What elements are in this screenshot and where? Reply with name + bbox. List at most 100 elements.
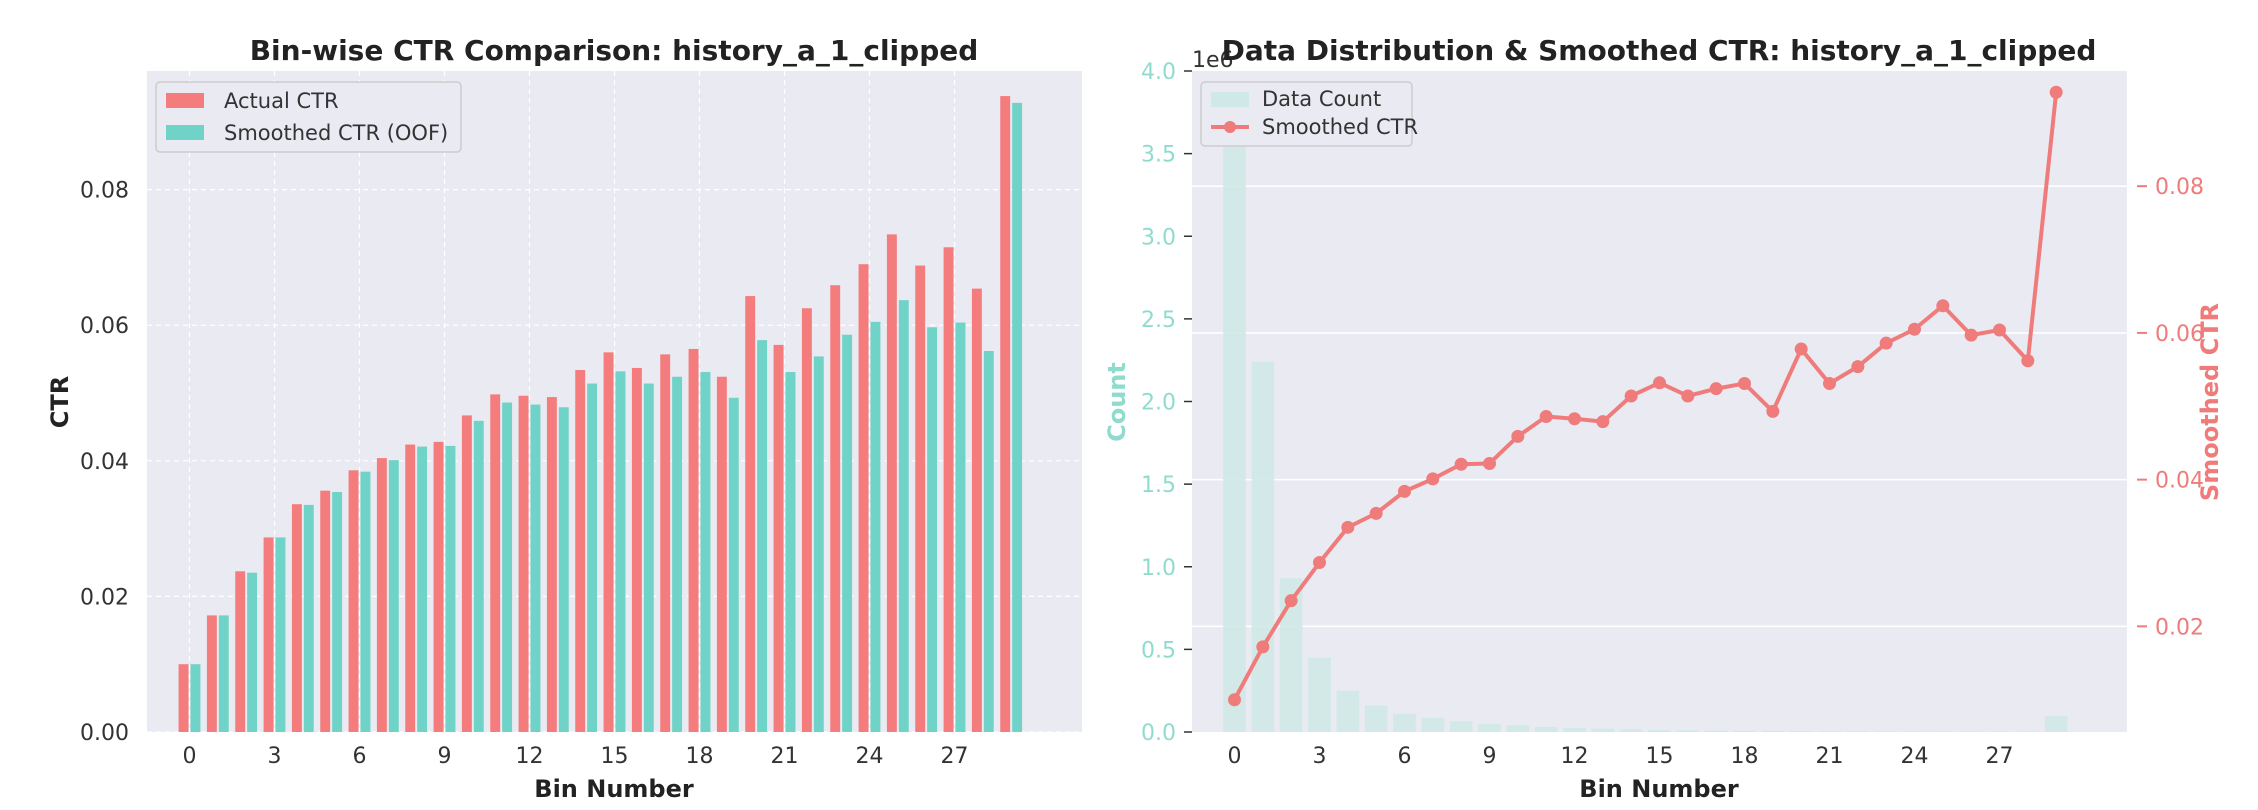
legend-swatch-smoothed-ctr-oof <box>166 125 204 140</box>
actual-ctr-bar <box>547 397 557 732</box>
smoothed-ctr-point <box>1285 594 1298 607</box>
left-y-tick-label: 0.04 <box>80 450 129 475</box>
smoothed-ctr-point <box>1653 376 1666 389</box>
smoothed-ctr-point <box>2021 354 2034 367</box>
data-count-bar <box>1507 725 1530 732</box>
right-chart: 0.00.51.01.52.02.53.03.54.0 0.020.040.06… <box>1103 34 2224 803</box>
smoothed-ctr-point <box>1511 430 1524 443</box>
actual-ctr-bar <box>774 345 784 732</box>
smoothed-ctr-point <box>1568 412 1581 425</box>
smoothed-ctr-oof-bar <box>304 505 314 732</box>
left-x-tick-label: 12 <box>516 744 544 769</box>
data-count-bar <box>1847 731 1870 732</box>
legend-label-smoothed-ctr-oof: Smoothed CTR (OOF) <box>224 121 448 145</box>
data-count-bar <box>1223 88 1246 732</box>
left-y-tick-label: 0.06 <box>80 314 129 339</box>
left-x-tick-label: 9 <box>438 744 452 769</box>
actual-ctr-bar <box>264 537 274 732</box>
left-legend: Actual CTR Smoothed CTR (OOF) <box>156 82 461 152</box>
right-x-tick-label: 0 <box>1228 744 1242 769</box>
smoothed-ctr-oof-bar <box>332 492 342 732</box>
data-count-bar <box>1450 721 1473 732</box>
actual-ctr-bar <box>490 394 500 732</box>
smoothed-ctr-oof-bar <box>446 446 456 732</box>
actual-ctr-bar <box>745 296 755 732</box>
count-axis-tick-label: 4.0 <box>1141 60 1176 85</box>
actual-ctr-bar <box>717 377 727 732</box>
count-axis-tick-label: 2.0 <box>1141 391 1176 416</box>
data-count-bar <box>1337 691 1360 732</box>
left-x-tick-label: 3 <box>268 744 282 769</box>
data-count-bar <box>1677 730 1700 732</box>
actual-ctr-bar <box>462 415 472 732</box>
legend-label-data-count: Data Count <box>1262 87 1381 111</box>
smoothed-ctr-oof-bar <box>814 356 824 732</box>
left-x-tick-label: 6 <box>353 744 367 769</box>
legend-swatch-data-count <box>1211 92 1249 107</box>
smoothed-ctr-oof-bar <box>531 405 541 732</box>
actual-ctr-bar <box>859 264 869 732</box>
right-right-y-ticks: 0.020.040.060.08 <box>2137 175 2204 640</box>
smoothed-ctr-point <box>1681 389 1694 402</box>
smoothed-ctr-oof-bar <box>474 421 484 732</box>
count-axis-tick-label: 3.5 <box>1141 143 1176 168</box>
count-axis-tick-label: 3.0 <box>1141 225 1176 250</box>
actual-ctr-bar <box>292 504 302 732</box>
legend-label-smoothed-ctr: Smoothed CTR <box>1262 115 1418 139</box>
smoothed-ctr-point <box>2050 86 2063 99</box>
data-count-bar <box>1535 727 1558 732</box>
actual-ctr-bar <box>972 289 982 732</box>
smoothed-ctr-point <box>1455 458 1468 471</box>
smoothed-ctr-point <box>1823 377 1836 390</box>
left-y-tick-label: 0.00 <box>80 721 129 746</box>
right-legend: Data Count Smoothed CTR <box>1201 82 1418 146</box>
smoothed-ctr-oof-bar <box>871 322 881 732</box>
smoothed-ctr-point <box>1936 299 1949 312</box>
right-x-axis-label: Bin Number <box>1579 775 1739 803</box>
data-count-bar <box>1903 731 1926 732</box>
right-x-tick-label: 18 <box>1731 744 1759 769</box>
smoothed-ctr-point <box>1965 329 1978 342</box>
legend-marker-smoothed-ctr <box>1224 121 1236 133</box>
data-count-bar <box>2045 716 2068 732</box>
data-count-bar <box>1648 730 1671 732</box>
smoothed-ctr-axis-tick-label: 0.08 <box>2155 175 2204 200</box>
count-axis-tick-label: 1.0 <box>1141 556 1176 581</box>
smoothed-ctr-point <box>1341 521 1354 534</box>
right-x-tick-label: 27 <box>1986 744 2014 769</box>
data-count-bar <box>1875 731 1898 732</box>
left-x-tick-label: 18 <box>686 744 714 769</box>
smoothed-ctr-point <box>1766 405 1779 418</box>
smoothed-ctr-point <box>1738 377 1751 390</box>
actual-ctr-bar <box>405 445 415 732</box>
left-y-tick-label: 0.02 <box>80 585 129 610</box>
smoothed-ctr-point <box>1370 507 1383 520</box>
actual-ctr-bar <box>915 266 925 732</box>
smoothed-ctr-oof-bar <box>417 447 427 732</box>
smoothed-ctr-oof-bar <box>927 327 937 732</box>
smoothed-ctr-oof-bar <box>502 403 512 732</box>
right-left-y-ticks: 0.00.51.01.52.02.53.03.54.0 <box>1141 60 1192 746</box>
right-x-tick-label: 12 <box>1561 744 1589 769</box>
count-axis-tick-label: 0.0 <box>1141 721 1176 746</box>
smoothed-ctr-point <box>1483 457 1496 470</box>
actual-ctr-bar <box>830 285 840 732</box>
left-x-tick-label: 21 <box>771 744 799 769</box>
smoothed-ctr-oof-bar <box>842 335 852 732</box>
data-count-bar <box>1308 658 1331 732</box>
left-x-tick-label: 15 <box>601 744 629 769</box>
actual-ctr-bar <box>604 352 614 732</box>
count-axis-tick-label: 1.5 <box>1141 473 1176 498</box>
actual-ctr-bar <box>434 442 444 732</box>
actual-ctr-bar <box>519 396 529 732</box>
data-count-bar <box>1762 731 1785 732</box>
count-axis-tick-label: 2.5 <box>1141 308 1176 333</box>
data-count-bar <box>1733 731 1756 732</box>
actual-ctr-bar <box>944 247 954 732</box>
data-count-bar <box>1422 718 1445 732</box>
data-count-bar <box>1478 724 1501 732</box>
smoothed-ctr-oof-bar <box>757 340 767 732</box>
